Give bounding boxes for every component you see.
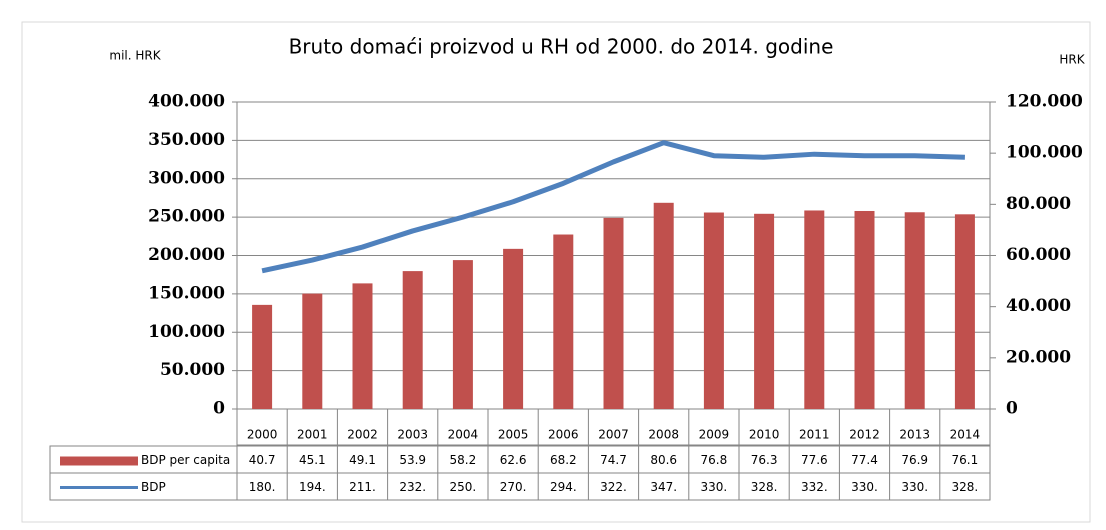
y2-tick-label: 120.000 xyxy=(1006,92,1083,112)
x-tick-label: 2008 xyxy=(648,428,679,442)
data-label: 328. xyxy=(952,480,979,494)
data-label: 45.1 xyxy=(299,453,326,467)
bar xyxy=(302,293,323,409)
data-label: 194. xyxy=(299,480,326,494)
line xyxy=(261,140,965,274)
y2-tick-label: 40.000 xyxy=(1006,296,1071,316)
data-label: 53.9 xyxy=(399,453,426,467)
x-tick-label: 2007 xyxy=(598,428,629,442)
data-label: 180. xyxy=(249,480,276,494)
data-label: 332. xyxy=(801,480,828,494)
x-tick-label: 2006 xyxy=(548,428,579,442)
x-tick-label: 2013 xyxy=(899,428,930,442)
x-tick-label: 2004 xyxy=(448,428,479,442)
y-tick-label: 300.000 xyxy=(148,168,225,188)
bar xyxy=(553,234,574,409)
x-tick-label: 2011 xyxy=(799,428,830,442)
bar xyxy=(804,210,825,409)
data-label: 74.7 xyxy=(600,453,627,467)
bar xyxy=(904,212,925,409)
y-tick-label: 100.000 xyxy=(148,322,225,342)
data-label: 49.1 xyxy=(349,453,376,467)
x-tick-label: 2002 xyxy=(347,428,378,442)
bar xyxy=(754,213,775,409)
y-tick-label: 50.000 xyxy=(160,360,225,380)
data-label: 330. xyxy=(851,480,878,494)
y2-tick-label: 0 xyxy=(1006,399,1018,419)
data-label: 270. xyxy=(500,480,527,494)
x-tick-label: 2010 xyxy=(749,428,780,442)
legend-swatch xyxy=(60,456,138,466)
bar xyxy=(653,202,674,409)
data-label: 76.1 xyxy=(952,453,979,467)
data-label: 40.7 xyxy=(249,453,276,467)
y2-tick-label: 100.000 xyxy=(1006,143,1083,163)
bar xyxy=(452,260,473,409)
data-label: 250. xyxy=(450,480,477,494)
bar xyxy=(703,212,724,409)
x-tick-label: 2009 xyxy=(699,428,730,442)
legend-label: BDP xyxy=(141,480,166,494)
bar xyxy=(402,271,423,409)
x-tick-label: 2012 xyxy=(849,428,880,442)
x-tick-label: 2014 xyxy=(950,428,981,442)
y2-axis-label: HRK xyxy=(1059,53,1085,67)
bar xyxy=(352,283,373,409)
data-label: 80.6 xyxy=(650,453,677,467)
x-tick-label: 2000 xyxy=(247,428,278,442)
x-tick-label: 2003 xyxy=(397,428,428,442)
data-label: 330. xyxy=(901,480,928,494)
x-tick-label: 2001 xyxy=(297,428,328,442)
bar xyxy=(252,304,273,409)
y-tick-label: 200.000 xyxy=(148,245,225,265)
data-label: 76.3 xyxy=(751,453,778,467)
bar xyxy=(954,214,975,409)
data-label: 77.4 xyxy=(851,453,878,467)
chart-title: Bruto domaći proizvod u RH od 2000. do 2… xyxy=(289,35,834,59)
y-tick-label: 400.000 xyxy=(148,92,225,112)
y-tick-label: 250.000 xyxy=(148,207,225,227)
y-tick-label: 150.000 xyxy=(148,283,225,303)
data-label: 62.6 xyxy=(500,453,527,467)
y2-tick-label: 20.000 xyxy=(1006,347,1071,367)
y2-tick-label: 80.000 xyxy=(1006,194,1071,214)
data-label: 232. xyxy=(399,480,426,494)
data-label: 294. xyxy=(550,480,577,494)
y-tick-label: 350.000 xyxy=(148,130,225,150)
legend-label: BDP per capita xyxy=(141,453,230,467)
data-label: 76.8 xyxy=(701,453,728,467)
data-label: 330. xyxy=(701,480,728,494)
data-label: 76.9 xyxy=(901,453,928,467)
y-tick-label: 0 xyxy=(213,399,225,419)
data-label: 328. xyxy=(751,480,778,494)
bar xyxy=(503,248,524,409)
data-label: 347. xyxy=(650,480,677,494)
bar xyxy=(854,210,875,409)
data-label: 322. xyxy=(600,480,627,494)
bar xyxy=(603,217,624,409)
data-label: 77.6 xyxy=(801,453,828,467)
y-axis-label: mil. HRK xyxy=(109,49,161,63)
data-label: 211. xyxy=(349,480,376,494)
data-label: 58.2 xyxy=(450,453,477,467)
data-label: 68.2 xyxy=(550,453,577,467)
x-tick-label: 2005 xyxy=(498,428,529,442)
y2-tick-label: 60.000 xyxy=(1006,245,1071,265)
